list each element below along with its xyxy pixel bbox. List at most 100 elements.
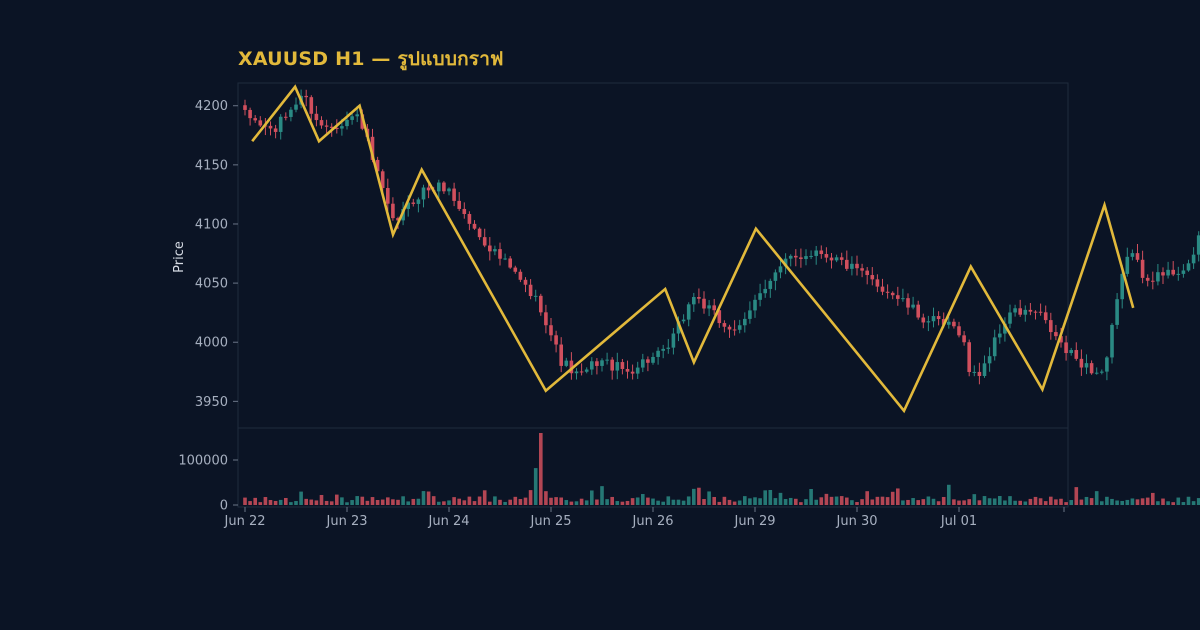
volume-bar bbox=[421, 491, 426, 505]
candle-body bbox=[875, 279, 880, 287]
volume-bar bbox=[380, 499, 385, 505]
volume-bar bbox=[972, 494, 977, 505]
candle-body bbox=[386, 188, 390, 204]
candle-body bbox=[1033, 311, 1038, 313]
volume-bar bbox=[702, 499, 706, 505]
volume-bar bbox=[263, 497, 268, 505]
candle-body bbox=[508, 258, 512, 268]
volume-bar bbox=[1181, 502, 1186, 505]
candle-body bbox=[452, 188, 456, 201]
volume-bar bbox=[1013, 500, 1017, 505]
candle-body bbox=[1084, 363, 1089, 368]
volume-bar bbox=[941, 496, 946, 505]
time-tick-label: Jun 30 bbox=[836, 514, 878, 529]
candle-body bbox=[1125, 256, 1130, 274]
volume-bar bbox=[365, 500, 370, 505]
volume-bar bbox=[737, 500, 742, 505]
volume-bar bbox=[309, 499, 314, 505]
candle-body bbox=[967, 342, 971, 373]
candle-body bbox=[268, 125, 273, 129]
candle-body bbox=[982, 363, 987, 377]
candle-body bbox=[498, 249, 502, 259]
candle-body bbox=[722, 323, 727, 327]
candle-body bbox=[804, 256, 808, 259]
candle-body bbox=[391, 203, 395, 219]
candle-body bbox=[936, 316, 941, 320]
candle-body bbox=[1074, 350, 1079, 359]
candle-body bbox=[340, 126, 344, 129]
candle-body bbox=[1079, 358, 1084, 368]
candle-body bbox=[737, 325, 742, 330]
candle-body bbox=[355, 114, 359, 117]
candle-body bbox=[814, 250, 818, 256]
candle-body bbox=[1094, 372, 1099, 374]
candle-body bbox=[707, 305, 711, 309]
volume-bar bbox=[686, 496, 691, 505]
volume-bar bbox=[1100, 501, 1104, 505]
candle-body bbox=[1064, 342, 1068, 354]
candle-body bbox=[360, 114, 365, 129]
candle-body bbox=[1089, 363, 1094, 374]
pattern-line bbox=[251, 84, 1135, 414]
candle-body bbox=[518, 271, 523, 280]
candle-body bbox=[839, 257, 844, 260]
volume-bar bbox=[855, 502, 859, 505]
candle-body bbox=[906, 298, 910, 308]
volume-bar bbox=[319, 494, 324, 505]
candle-body bbox=[743, 318, 747, 326]
volume-bar bbox=[340, 497, 344, 505]
candle-body bbox=[870, 275, 875, 280]
time-tick-label: Jun 23 bbox=[326, 514, 368, 529]
candle-body bbox=[544, 312, 548, 326]
volume-bar bbox=[360, 496, 365, 505]
volume-panel-frame bbox=[237, 427, 1069, 508]
candle-body bbox=[926, 321, 931, 323]
volume-bar bbox=[681, 500, 686, 505]
volume-bar bbox=[697, 487, 701, 505]
candle-body bbox=[289, 109, 293, 117]
candle-body bbox=[916, 304, 920, 318]
candle-body bbox=[850, 263, 854, 269]
volume-bar bbox=[289, 502, 293, 505]
candle-body bbox=[676, 321, 681, 334]
volume-bar bbox=[635, 497, 640, 505]
candle-body bbox=[845, 259, 849, 269]
candle-body bbox=[258, 120, 263, 126]
candle-body bbox=[610, 359, 614, 371]
candle-body bbox=[809, 255, 813, 257]
candle-body bbox=[411, 202, 416, 204]
candle-body bbox=[1069, 350, 1073, 354]
candle-body bbox=[911, 304, 915, 308]
volume-bar bbox=[493, 496, 497, 505]
volume-bar bbox=[788, 497, 793, 505]
volume-bar bbox=[732, 501, 737, 505]
candle-body bbox=[314, 113, 319, 121]
candle-body bbox=[1176, 273, 1181, 275]
candle-body bbox=[533, 295, 538, 297]
volume-bar bbox=[482, 490, 487, 505]
volume-bar bbox=[1105, 496, 1109, 505]
volume-bar bbox=[590, 490, 594, 505]
volume-bar bbox=[646, 497, 650, 505]
candle-body bbox=[641, 359, 645, 368]
candle-body bbox=[488, 245, 492, 252]
candle-body bbox=[1110, 324, 1114, 358]
time-tick-label: Jun 22 bbox=[224, 514, 266, 529]
volume-bar bbox=[503, 501, 507, 505]
volume-bar bbox=[712, 496, 716, 505]
volume-bar bbox=[559, 497, 563, 505]
volume-bar bbox=[1145, 497, 1150, 505]
price-tick-label: 4000 bbox=[195, 336, 228, 351]
volume-axis: 0 100000 bbox=[178, 454, 238, 514]
candle-body bbox=[1018, 308, 1022, 315]
volume-bar bbox=[850, 500, 854, 505]
volume-bar bbox=[457, 498, 461, 505]
candle-body bbox=[477, 228, 482, 238]
volume-bar bbox=[299, 491, 303, 505]
volume-bar bbox=[625, 500, 630, 505]
time-axis: Jun 22 Jun 23 Jun 24 Jun 25 Jun 26 Jun 29 Jun … bbox=[224, 507, 1065, 529]
price-tick-label: 4200 bbox=[195, 99, 228, 114]
volume-bar bbox=[1043, 501, 1048, 505]
volume-bar bbox=[442, 501, 446, 505]
volume-bar bbox=[539, 433, 543, 505]
